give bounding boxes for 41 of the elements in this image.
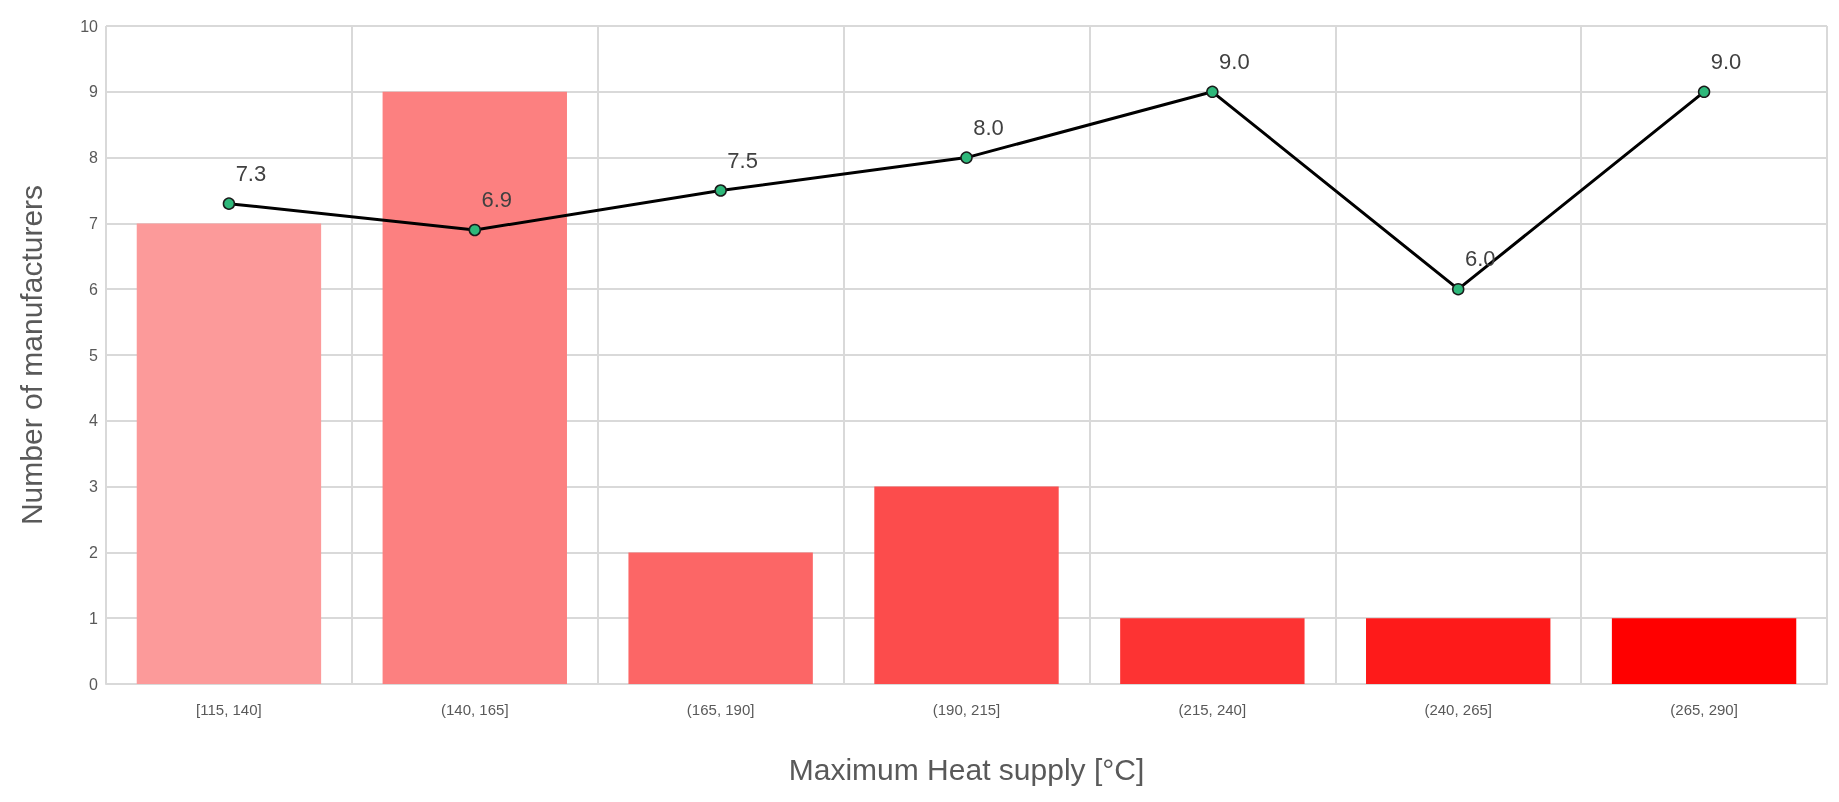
y-tick-label: 8 — [89, 149, 99, 167]
bar — [1120, 618, 1305, 684]
bar — [136, 223, 322, 684]
y-tick-label: 6 — [89, 280, 99, 298]
x-tick-label: (165, 190] — [686, 701, 755, 718]
x-tick-label: (140, 165] — [441, 701, 509, 718]
data-label: 8.0 — [973, 114, 1004, 140]
y-tick-label: 0 — [89, 675, 99, 693]
y-tick-label: 4 — [89, 412, 99, 430]
y-tick-label: 2 — [89, 543, 99, 561]
y-tick-label: 9 — [89, 83, 99, 101]
data-label: 6.9 — [481, 187, 513, 213]
y-tick-label: 7 — [89, 214, 99, 232]
data-label: 7.5 — [727, 147, 758, 173]
bar — [1366, 618, 1551, 684]
x-tick-label: [115, 140] — [196, 701, 262, 718]
x-tick-label: (240, 265] — [1424, 701, 1492, 718]
point — [1206, 85, 1219, 99]
point — [960, 151, 973, 164]
point — [714, 184, 727, 197]
x-tick-label: (215, 240] — [1178, 701, 1247, 718]
x-axis-title: Maximum Heat supply [°C] — [788, 752, 1145, 786]
point — [1451, 282, 1465, 296]
x-tick-label: (265, 290] — [1670, 701, 1738, 718]
x-tick-label: (190, 215] — [932, 701, 1001, 718]
point — [222, 197, 236, 210]
data-label: 6.0 — [1464, 246, 1496, 272]
point — [468, 223, 482, 237]
y-tick-label: 10 — [80, 17, 99, 35]
y-tick-label: 5 — [89, 346, 99, 364]
bar — [382, 91, 567, 684]
y-tick-label: 1 — [89, 609, 99, 627]
bar — [874, 486, 1059, 684]
bar — [1611, 618, 1797, 684]
data-label: 9.0 — [1219, 49, 1250, 75]
data-label: 9.0 — [1710, 49, 1742, 75]
data-label: 7.3 — [235, 160, 267, 186]
point — [1697, 85, 1711, 99]
y-tick-label: 3 — [89, 478, 99, 496]
y-axis-title: Number of manufacturers — [14, 184, 48, 526]
bar — [628, 552, 813, 684]
